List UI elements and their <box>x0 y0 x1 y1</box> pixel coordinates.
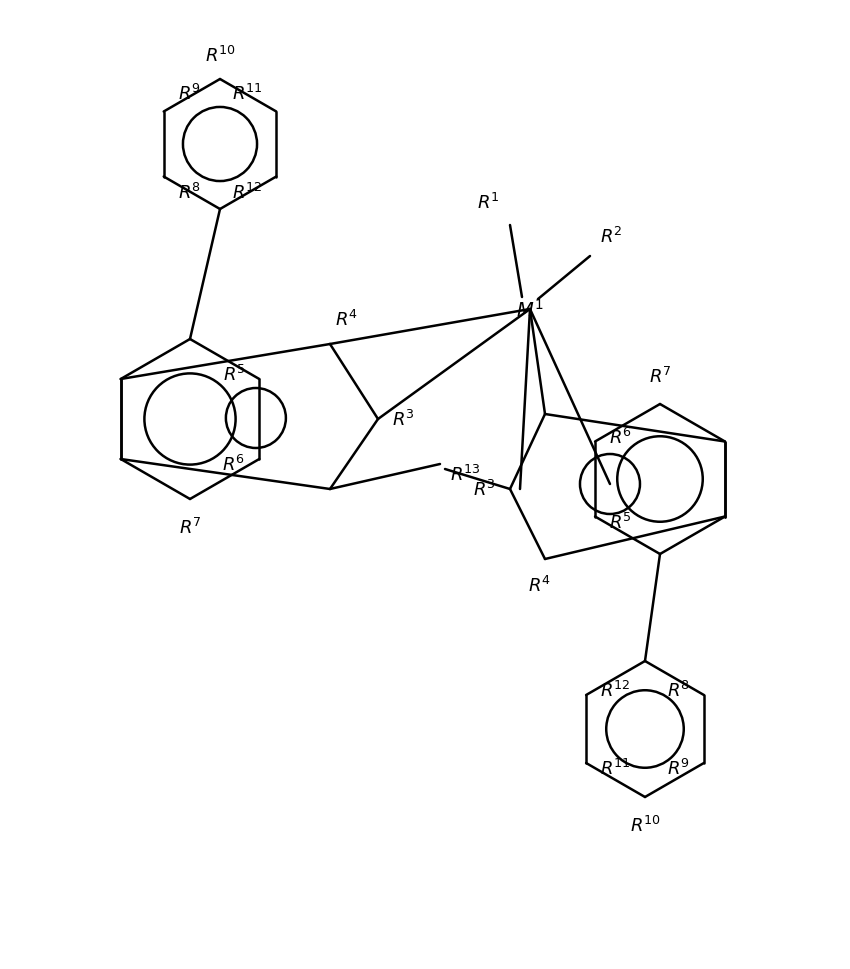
Text: $R^{9}$: $R^{9}$ <box>178 84 201 105</box>
Text: $R^{11}$: $R^{11}$ <box>600 758 631 778</box>
Text: $R^{9}$: $R^{9}$ <box>667 758 690 778</box>
Text: $R^{7}$: $R^{7}$ <box>178 517 201 538</box>
Text: $R^{10}$: $R^{10}$ <box>630 815 660 835</box>
Text: $R^{12}$: $R^{12}$ <box>600 680 631 701</box>
Text: $R^{5}$: $R^{5}$ <box>223 364 246 385</box>
Text: $R^{4}$: $R^{4}$ <box>529 576 552 596</box>
Text: $R^{11}$: $R^{11}$ <box>232 84 263 105</box>
Text: $R^{5}$: $R^{5}$ <box>609 512 632 532</box>
Text: $R^{8}$: $R^{8}$ <box>178 182 201 203</box>
Text: $R^{1}$: $R^{1}$ <box>478 193 500 213</box>
Text: $R^{2}$: $R^{2}$ <box>600 227 622 247</box>
Text: $R^{3}$: $R^{3}$ <box>473 480 496 500</box>
Text: $R^{3}$: $R^{3}$ <box>392 410 415 429</box>
Text: $R^{6}$: $R^{6}$ <box>609 427 632 447</box>
Text: $R^{10}$: $R^{10}$ <box>205 46 235 66</box>
Text: $R^{12}$: $R^{12}$ <box>232 182 263 203</box>
Text: $M^{1}$: $M^{1}$ <box>516 298 544 321</box>
Text: $R^{13}$: $R^{13}$ <box>450 464 481 484</box>
Text: $R^{8}$: $R^{8}$ <box>667 680 690 701</box>
Text: $R^{6}$: $R^{6}$ <box>223 454 246 475</box>
Text: $R^{4}$: $R^{4}$ <box>335 309 358 329</box>
Text: $R^{7}$: $R^{7}$ <box>649 366 672 387</box>
